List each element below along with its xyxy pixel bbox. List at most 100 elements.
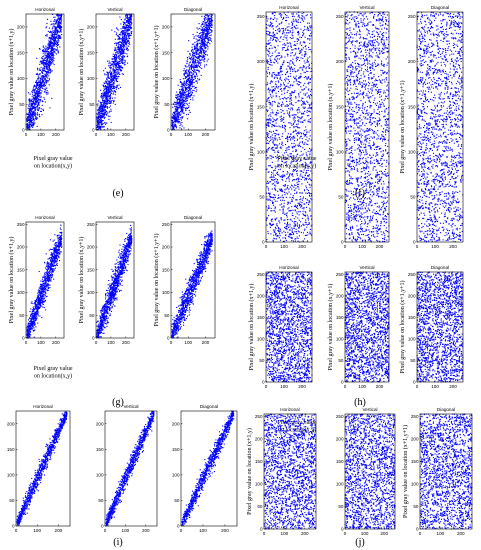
point [292, 58, 294, 60]
point [121, 67, 124, 69]
point [305, 53, 307, 55]
point [272, 31, 274, 33]
point [48, 61, 50, 63]
point [270, 174, 273, 176]
point [307, 27, 309, 29]
point [41, 114, 43, 116]
point [192, 33, 194, 36]
point [209, 29, 212, 31]
point [103, 91, 105, 93]
point [101, 102, 103, 104]
point [292, 70, 294, 72]
point [300, 66, 302, 69]
point [54, 48, 56, 50]
point [31, 114, 33, 116]
point [204, 44, 206, 46]
point [282, 154, 284, 156]
point [54, 36, 56, 38]
point [26, 118, 28, 120]
point [116, 62, 118, 64]
point [115, 54, 118, 57]
point [172, 106, 174, 108]
point [290, 236, 292, 238]
point [304, 72, 306, 74]
point [268, 207, 270, 209]
point [45, 66, 48, 68]
point [57, 17, 59, 19]
point [266, 149, 268, 151]
point [205, 37, 207, 39]
point [274, 59, 276, 61]
point [180, 93, 182, 95]
y-tick-label: 50 [164, 102, 170, 107]
point [269, 181, 271, 183]
point [282, 49, 284, 51]
point [179, 104, 181, 106]
point [272, 196, 274, 198]
point [302, 57, 304, 60]
point [57, 44, 59, 46]
point [204, 38, 206, 40]
point [124, 35, 126, 37]
point [295, 126, 297, 128]
point [197, 65, 200, 67]
point [60, 14, 62, 16]
point [174, 111, 176, 113]
point [115, 42, 117, 44]
point [57, 21, 60, 23]
point [123, 55, 125, 57]
point [98, 113, 100, 115]
point [193, 70, 195, 72]
point [39, 68, 41, 70]
point [302, 197, 304, 199]
point [175, 108, 178, 110]
point [32, 113, 34, 115]
point [302, 103, 304, 105]
point [38, 84, 40, 87]
point [293, 227, 295, 229]
point [43, 64, 45, 66]
point [114, 70, 116, 72]
point [311, 68, 313, 70]
point [48, 27, 51, 29]
axes-box [95, 13, 135, 131]
point [297, 186, 299, 188]
point [31, 91, 33, 93]
point [181, 93, 183, 95]
point [60, 29, 62, 31]
point [56, 31, 58, 33]
point [289, 109, 291, 111]
point [116, 68, 118, 70]
point [181, 95, 183, 97]
point [30, 120, 32, 122]
point [107, 90, 109, 92]
point [114, 48, 116, 50]
point [191, 50, 193, 52]
point [32, 89, 34, 91]
point [299, 201, 301, 203]
point [203, 59, 205, 61]
point [276, 77, 278, 79]
point [204, 22, 206, 24]
point [298, 145, 300, 147]
point [200, 35, 202, 37]
point [207, 30, 209, 32]
point [279, 222, 281, 224]
point [180, 101, 182, 103]
point [36, 112, 39, 114]
point [114, 71, 116, 73]
point [97, 105, 99, 107]
point [31, 111, 34, 113]
point [267, 82, 269, 84]
point [189, 74, 191, 76]
point [34, 113, 36, 115]
point [307, 38, 309, 40]
point [109, 96, 111, 98]
point [270, 44, 272, 47]
point [44, 47, 46, 49]
point [286, 178, 288, 180]
point [288, 23, 290, 25]
point [41, 79, 44, 81]
point [192, 79, 194, 81]
point [205, 50, 207, 52]
